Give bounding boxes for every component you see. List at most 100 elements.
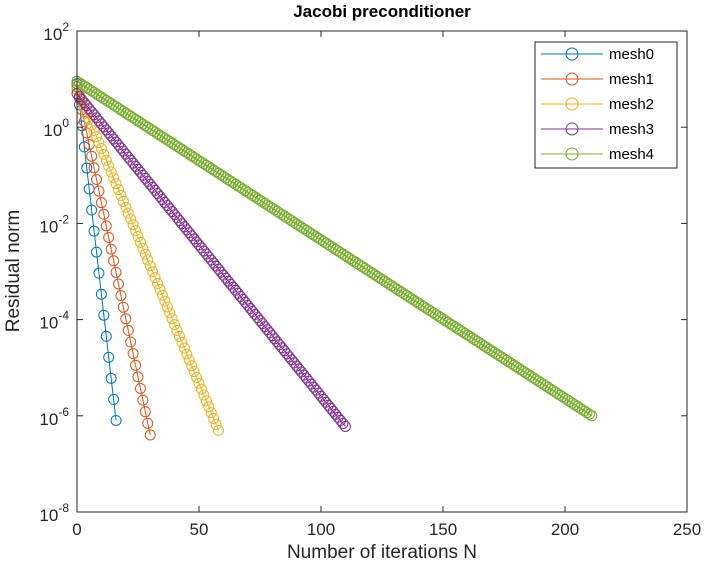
x-axis-label: Number of iterations N <box>287 542 477 563</box>
data-point-mesh2-43 <box>176 336 188 348</box>
y-tick-base: 10 <box>39 410 58 429</box>
data-point-mesh1-13 <box>103 232 115 244</box>
data-point-mesh1-30 <box>144 429 156 441</box>
legend-marker-mesh4 <box>565 147 579 161</box>
legend-label-mesh1: mesh1 <box>609 71 654 88</box>
data-point-mesh2-11 <box>98 148 110 160</box>
data-point-mesh2-37 <box>161 301 173 313</box>
legend: mesh0 mesh1 mesh2 mesh3 mesh4 <box>534 41 678 169</box>
data-point-mesh1-17 <box>112 278 124 290</box>
data-point-mesh1-8 <box>91 173 103 185</box>
data-point-mesh3-109 <box>337 417 349 429</box>
data-point-mesh2-51 <box>195 383 207 395</box>
data-point-mesh0-6 <box>86 204 98 216</box>
data-point-mesh2-38 <box>164 307 176 319</box>
data-point-mesh2-26 <box>134 236 146 248</box>
data-point-mesh2-19 <box>117 195 129 207</box>
data-point-mesh2-46 <box>183 354 195 366</box>
data-point-mesh1-12 <box>100 220 112 232</box>
data-point-mesh1-19 <box>117 301 129 313</box>
legend-entry-mesh4: mesh4 <box>541 146 654 163</box>
x-tick-label-150: 150 <box>429 520 457 539</box>
data-point-mesh2-47 <box>186 360 198 372</box>
data-point-mesh0-9 <box>93 267 105 279</box>
data-point-mesh1-7 <box>88 162 100 174</box>
data-point-mesh2-53 <box>200 395 212 407</box>
y-tick-exponent: 0 <box>62 116 69 130</box>
legend-label-mesh3: mesh3 <box>609 121 654 138</box>
series-line-mesh2 <box>76 89 219 431</box>
chart-title: Jacobi preconditioner <box>293 2 471 21</box>
legend-label-mesh0: mesh0 <box>609 46 654 63</box>
data-point-mesh2-15 <box>108 172 120 184</box>
y-tick-exponent: -6 <box>58 405 69 419</box>
y-tick-exponent: -2 <box>58 212 69 226</box>
data-point-mesh2-39 <box>166 313 178 325</box>
series-mesh1 <box>71 81 156 441</box>
data-point-mesh2-58 <box>213 424 225 436</box>
data-point-mesh0-7 <box>88 225 100 237</box>
data-point-mesh2-41 <box>171 324 183 336</box>
x-tick-label-100: 100 <box>307 520 335 539</box>
data-point-mesh2-55 <box>205 407 217 419</box>
data-point-mesh2-56 <box>208 413 220 425</box>
data-point-mesh1-25 <box>132 371 144 383</box>
data-point-mesh1-20 <box>120 313 132 325</box>
plot-frame <box>76 30 688 513</box>
y-tick-exponent: 2 <box>62 20 69 34</box>
data-point-mesh1-10 <box>95 197 107 209</box>
data-point-mesh2-42 <box>173 330 185 342</box>
data-point-mesh2-52 <box>198 389 210 401</box>
legend-marker-mesh3 <box>565 122 579 136</box>
data-point-mesh1-3 <box>78 115 90 127</box>
data-point-mesh1-22 <box>125 336 137 348</box>
legend-entry-mesh0: mesh0 <box>541 46 654 63</box>
data-point-mesh2-31 <box>147 266 159 278</box>
data-point-mesh1-28 <box>139 406 151 418</box>
data-point-mesh1-26 <box>134 382 146 394</box>
x-tick-label-250: 250 <box>673 520 701 539</box>
legend-box <box>534 41 678 169</box>
legend-marker-mesh0 <box>565 47 579 61</box>
data-point-mesh0-4 <box>81 162 93 174</box>
y-tick-label--6: 10-6 <box>39 405 69 429</box>
y-tick-label--4: 10-4 <box>39 309 69 333</box>
data-point-mesh2-40 <box>169 319 181 331</box>
data-point-mesh0-10 <box>95 288 107 300</box>
data-point-mesh1-15 <box>108 255 120 267</box>
legend-marker-mesh1 <box>565 72 579 86</box>
data-point-mesh1-11 <box>98 208 110 220</box>
data-point-mesh2-18 <box>115 189 127 201</box>
legend-entry-mesh1: mesh1 <box>541 71 654 88</box>
data-point-mesh0-12 <box>100 330 112 342</box>
data-point-mesh2-29 <box>142 254 154 266</box>
data-point-mesh4-211 <box>586 410 598 422</box>
y-tick-base: 10 <box>39 506 58 525</box>
y-tick-base: 10 <box>39 217 58 236</box>
data-point-mesh2-49 <box>191 371 203 383</box>
data-point-mesh2-27 <box>137 242 149 254</box>
data-point-mesh2-24 <box>130 225 142 237</box>
data-point-mesh2-25 <box>132 231 144 243</box>
data-point-mesh2-9 <box>93 137 105 149</box>
legend-label-mesh2: mesh2 <box>609 96 654 113</box>
data-point-mesh2-8 <box>91 131 103 143</box>
data-point-mesh2-23 <box>127 219 139 231</box>
data-point-mesh1-23 <box>127 348 139 360</box>
y-tick-base: 10 <box>39 314 58 333</box>
legend-label-mesh4: mesh4 <box>609 146 654 163</box>
data-point-mesh2-22 <box>125 213 137 225</box>
y-tick-label--8: 10-8 <box>39 501 69 525</box>
data-point-mesh1-9 <box>93 185 105 197</box>
data-point-mesh1-14 <box>105 243 117 255</box>
data-point-mesh2-33 <box>152 278 164 290</box>
data-point-mesh2-21 <box>122 207 134 219</box>
data-point-mesh2-35 <box>156 289 168 301</box>
x-ticks: 0 50 100 150 200 250 <box>72 31 701 539</box>
data-point-mesh2-34 <box>154 283 166 295</box>
data-point-mesh4-210 <box>583 408 595 420</box>
data-point-mesh2-16 <box>110 178 122 190</box>
data-point-mesh2-28 <box>139 248 151 260</box>
y-axis-label: Residual norm <box>3 210 24 333</box>
